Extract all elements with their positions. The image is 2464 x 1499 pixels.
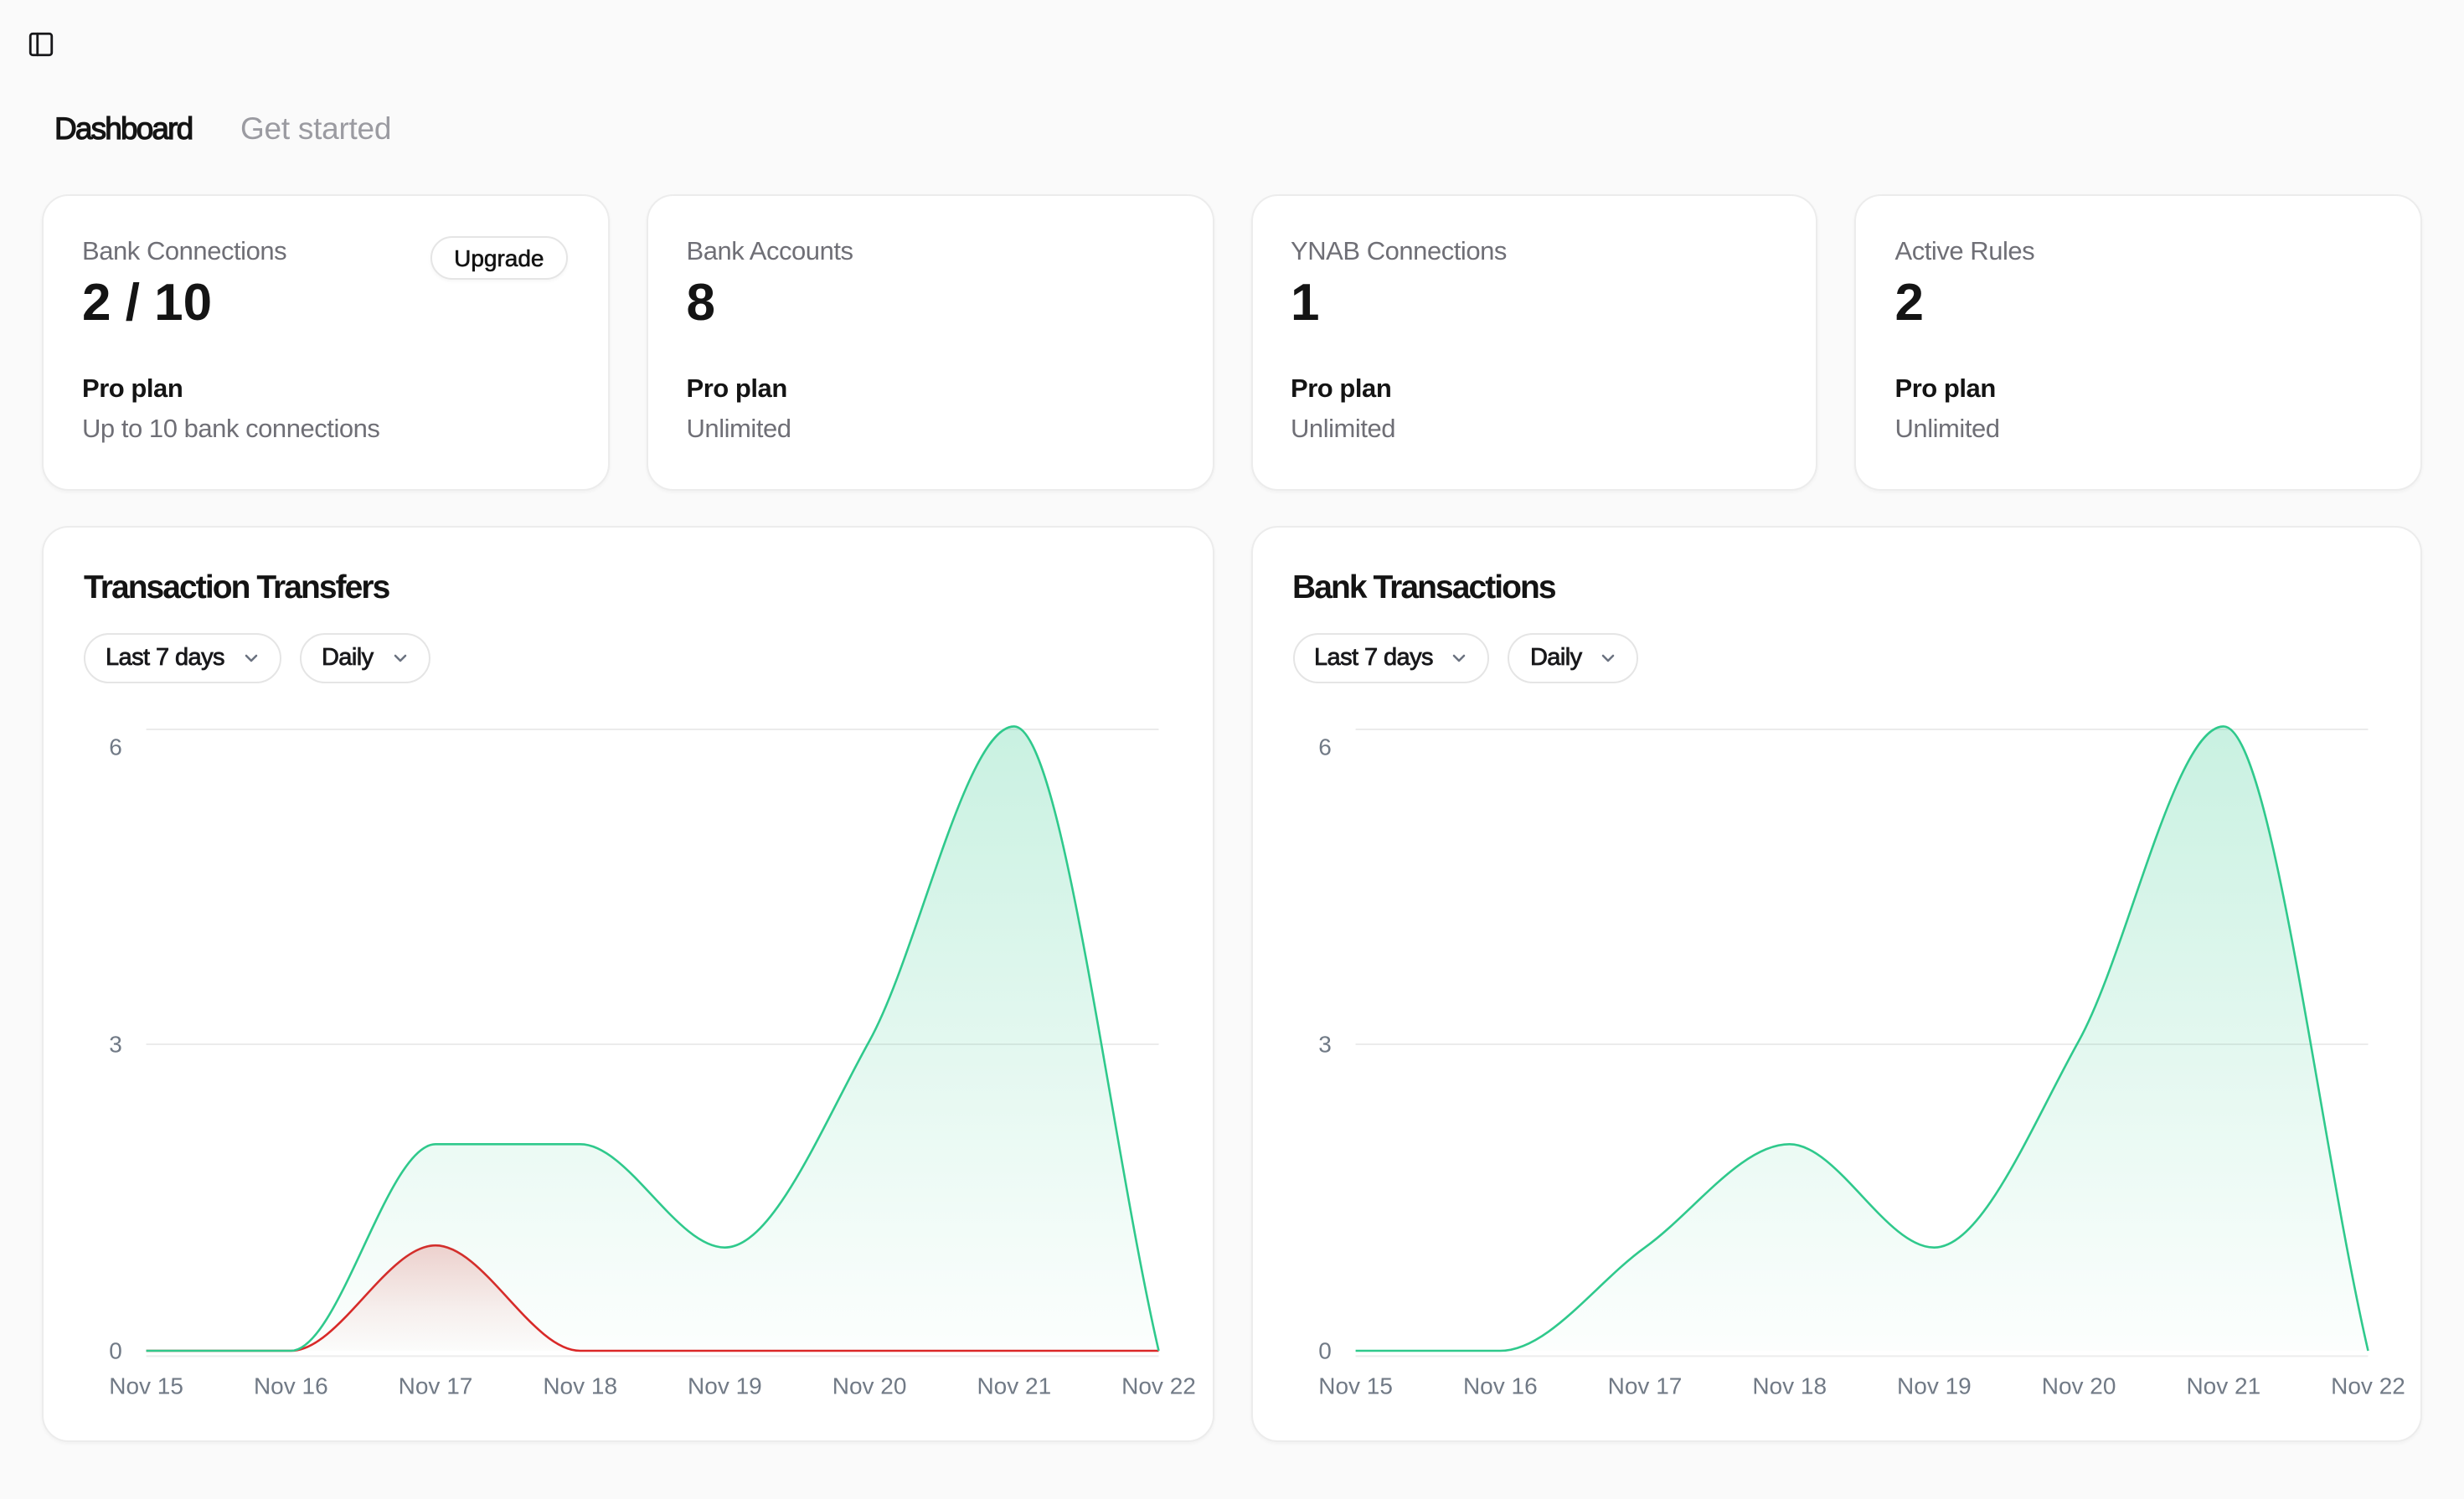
svg-text:3: 3 [109,1031,122,1057]
svg-text:6: 6 [1317,734,1331,760]
svg-text:Nov 22: Nov 22 [2330,1373,2405,1399]
svg-text:Nov 18: Nov 18 [1751,1373,1826,1399]
svg-text:Nov 20: Nov 20 [2041,1373,2116,1399]
svg-text:Nov 18: Nov 18 [543,1373,617,1399]
svg-text:Nov 20: Nov 20 [833,1373,907,1399]
svg-text:0: 0 [1317,1338,1331,1364]
svg-text:Nov 16: Nov 16 [1462,1373,1537,1399]
svg-text:Nov 15: Nov 15 [1317,1373,1392,1399]
svg-text:0: 0 [109,1338,122,1364]
svg-text:Nov 17: Nov 17 [1607,1373,1682,1399]
svg-text:Nov 21: Nov 21 [977,1373,1051,1399]
svg-text:3: 3 [1317,1031,1331,1057]
svg-text:Nov 16: Nov 16 [254,1373,328,1399]
svg-text:Nov 19: Nov 19 [1896,1373,1971,1399]
svg-text:Nov 19: Nov 19 [688,1373,762,1399]
svg-text:6: 6 [109,734,122,760]
svg-text:Nov 22: Nov 22 [1121,1373,1196,1399]
svg-text:Nov 15: Nov 15 [109,1373,183,1399]
svg-text:Nov 21: Nov 21 [2185,1373,2260,1399]
svg-text:Nov 17: Nov 17 [399,1373,473,1399]
